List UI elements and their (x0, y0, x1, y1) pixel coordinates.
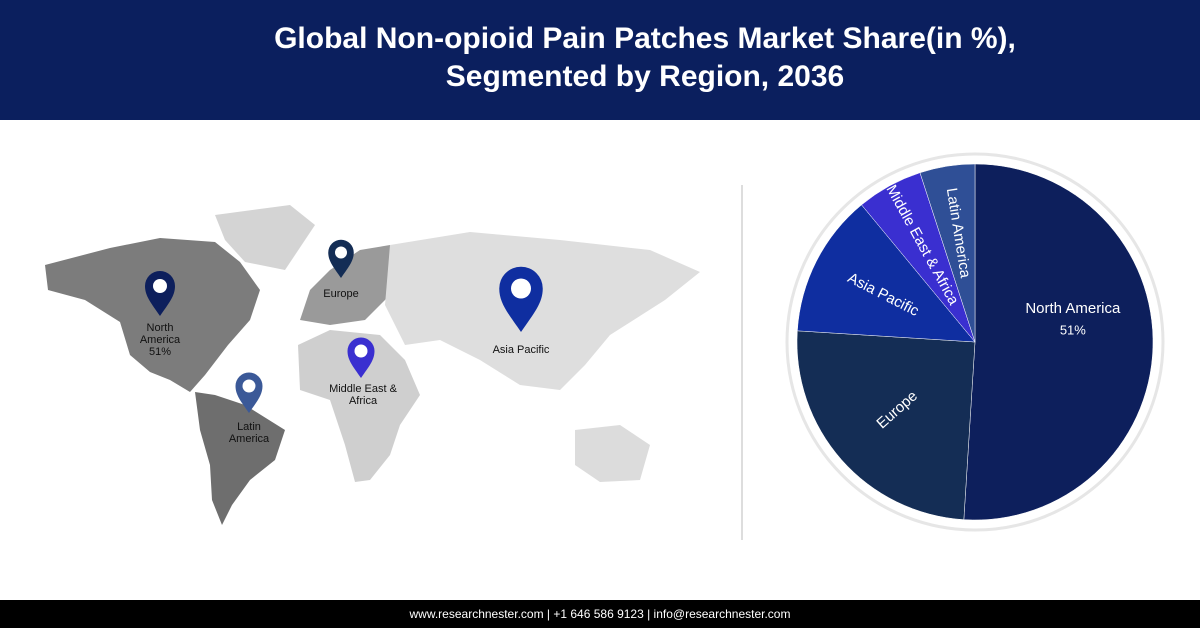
asia (385, 232, 700, 390)
greenland (215, 205, 315, 270)
pie-slice (797, 204, 976, 343)
map-label: Asia Pacific (492, 344, 550, 356)
pin-dot (153, 279, 167, 293)
footer: www.researchnester.com | +1 646 586 9123… (0, 600, 1200, 628)
pie-slice (919, 163, 976, 343)
latin-america (195, 392, 285, 525)
slice-label: North America (1025, 300, 1121, 317)
world-map (45, 205, 700, 525)
map-value-label: 51% (148, 346, 172, 358)
pie-slice (796, 330, 976, 520)
map-label: Europe (323, 288, 359, 300)
chart-subtitle: Segmented by Region, 2036 (445, 60, 845, 93)
pie-slice (963, 163, 1154, 521)
europe (300, 245, 400, 325)
map-label: Latin America (228, 421, 270, 445)
chart-title: Global Non-opioid Pain Patches Market Sh… (274, 22, 1016, 55)
pin-dot (354, 344, 368, 358)
pin-dot (511, 278, 531, 299)
pin-dot (335, 246, 347, 259)
north-america (45, 238, 260, 392)
header: Global Non-opioid Pain Patches Market Sh… (0, 0, 1200, 120)
map-label: Middle East & Africa (329, 383, 397, 407)
africa (298, 330, 420, 482)
map-label-text: North America (139, 322, 181, 346)
slice-value-label: 51% (1060, 323, 1086, 338)
map-label: North America 51% (130, 322, 190, 358)
pin-dot (242, 379, 256, 393)
australia (575, 425, 650, 482)
